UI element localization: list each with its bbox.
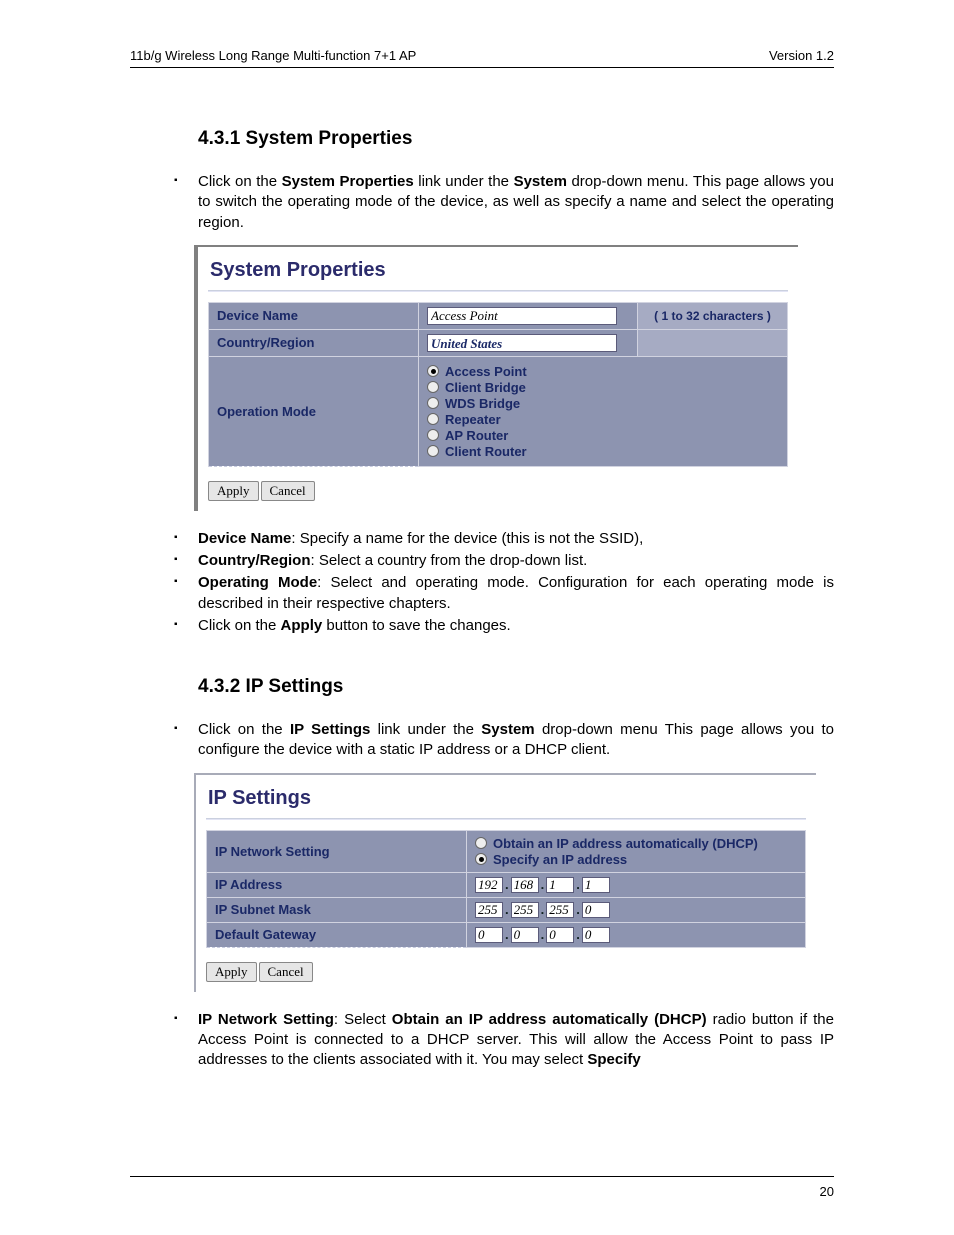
- radio-icon: [427, 397, 439, 409]
- static-option[interactable]: Specify an IP address: [475, 852, 797, 867]
- ip-gateway-octet[interactable]: [546, 927, 574, 943]
- mode-option[interactable]: AP Router: [427, 428, 779, 443]
- mode-option[interactable]: Client Router: [427, 444, 779, 459]
- mode-option[interactable]: Repeater: [427, 412, 779, 427]
- bullet-opmode: Operating Mode: Select and operating mod…: [130, 573, 834, 614]
- opmode-label: Operation Mode: [209, 356, 419, 466]
- ip-mask-octet[interactable]: [546, 902, 574, 918]
- country-label: Country/Region: [209, 329, 419, 356]
- device-name-hint: ( 1 to 32 characters ): [638, 302, 788, 329]
- radio-icon: [475, 837, 487, 849]
- apply-button[interactable]: Apply: [206, 962, 257, 982]
- intro-bullet-431: Click on the System Properties link unde…: [130, 172, 834, 233]
- ip-mask-octet[interactable]: [475, 902, 503, 918]
- ipaddr-label: IP Address: [207, 872, 467, 897]
- radio-icon: [427, 365, 439, 377]
- ipnet-label: IP Network Setting: [207, 830, 467, 872]
- bullet-country: Country/Region: Select a country from th…: [130, 551, 834, 571]
- ip-address-octet[interactable]: [475, 877, 503, 893]
- ip-address-octet[interactable]: [511, 877, 539, 893]
- device-name-label: Device Name: [209, 302, 419, 329]
- bullet-ipnet: IP Network Setting: Select Obtain an IP …: [130, 1010, 834, 1071]
- cancel-button[interactable]: Cancel: [259, 962, 313, 982]
- cancel-button[interactable]: Cancel: [261, 481, 315, 501]
- dhcp-option[interactable]: Obtain an IP address automatically (DHCP…: [475, 836, 797, 851]
- radio-icon: [427, 381, 439, 393]
- ip-address-octet[interactable]: [582, 877, 610, 893]
- mode-option[interactable]: Client Bridge: [427, 380, 779, 395]
- mode-option[interactable]: WDS Bridge: [427, 396, 779, 411]
- section-heading-431: 4.3.1 System Properties: [198, 128, 834, 150]
- ip-gateway-octet[interactable]: [511, 927, 539, 943]
- ip-address-octet[interactable]: [546, 877, 574, 893]
- panel-title: System Properties: [210, 259, 788, 282]
- country-select[interactable]: United States: [427, 334, 617, 352]
- header-left: 11b/g Wireless Long Range Multi-function…: [130, 48, 416, 63]
- radio-icon: [475, 853, 487, 865]
- ipmask-label: IP Subnet Mask: [207, 897, 467, 922]
- ip-mask-octet[interactable]: [511, 902, 539, 918]
- header-right: Version 1.2: [769, 48, 834, 63]
- radio-icon: [427, 413, 439, 425]
- radio-icon: [427, 429, 439, 441]
- ip-settings-panel: IP Settings IP Network Setting Obtain an…: [194, 773, 816, 992]
- radio-icon: [427, 445, 439, 457]
- page-number: 20: [820, 1184, 834, 1199]
- apply-button[interactable]: Apply: [208, 481, 259, 501]
- ip-mask-octet[interactable]: [582, 902, 610, 918]
- device-name-input[interactable]: [427, 307, 617, 325]
- bullet-device-name: Device Name: Specify a name for the devi…: [130, 529, 834, 549]
- bullet-apply: Click on the Apply button to save the ch…: [130, 616, 834, 636]
- intro-bullet-432: Click on the IP Settings link under the …: [130, 720, 834, 761]
- section-heading-432: 4.3.2 IP Settings: [198, 676, 834, 698]
- ip-gateway-octet[interactable]: [475, 927, 503, 943]
- panel-title-ip: IP Settings: [208, 787, 806, 810]
- ip-gateway-octet[interactable]: [582, 927, 610, 943]
- mode-option[interactable]: Access Point: [427, 364, 779, 379]
- system-properties-panel: System Properties Device Name ( 1 to 32 …: [194, 245, 798, 511]
- ipgw-label: Default Gateway: [207, 922, 467, 947]
